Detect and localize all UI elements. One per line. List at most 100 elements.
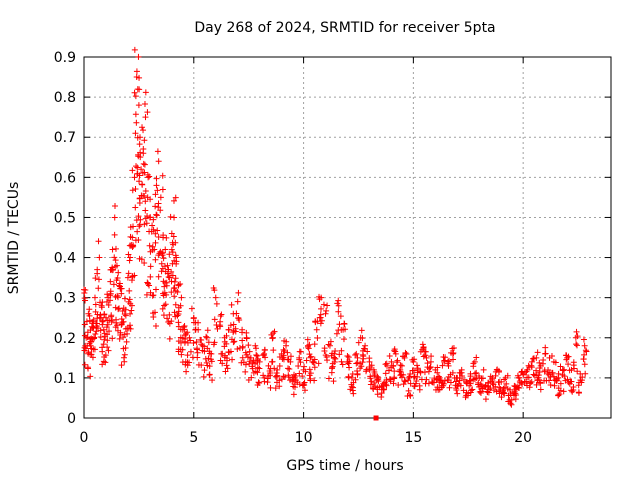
data-point bbox=[406, 373, 413, 380]
data-point bbox=[575, 389, 582, 396]
data-point bbox=[116, 335, 123, 342]
data-point bbox=[224, 365, 231, 372]
data-point bbox=[397, 362, 404, 369]
data-point bbox=[171, 284, 178, 291]
data-point bbox=[421, 348, 428, 355]
data-point bbox=[409, 356, 416, 363]
data-point bbox=[166, 335, 173, 342]
data-point bbox=[204, 327, 211, 334]
data-point bbox=[331, 354, 338, 361]
data-point bbox=[95, 238, 102, 245]
data-point bbox=[198, 362, 205, 369]
data-point bbox=[202, 355, 209, 362]
data-point bbox=[484, 383, 491, 390]
data-point bbox=[140, 160, 147, 167]
data-point bbox=[285, 372, 292, 379]
data-point bbox=[120, 345, 127, 352]
data-point bbox=[276, 377, 283, 384]
data-point bbox=[109, 246, 116, 253]
data-point bbox=[160, 255, 167, 262]
data-point bbox=[307, 370, 314, 377]
data-point bbox=[145, 280, 152, 287]
data-point bbox=[471, 358, 478, 365]
data-point bbox=[582, 347, 589, 354]
data-point bbox=[190, 340, 197, 347]
data-point bbox=[113, 262, 120, 269]
data-point bbox=[271, 328, 278, 335]
data-point bbox=[327, 338, 334, 345]
y-tick-label: 0 bbox=[67, 411, 76, 427]
data-point bbox=[484, 389, 491, 396]
data-point bbox=[124, 274, 131, 281]
data-point bbox=[570, 362, 577, 369]
data-point bbox=[545, 371, 552, 378]
data-point bbox=[142, 114, 149, 121]
data-point bbox=[81, 289, 88, 296]
data-point bbox=[131, 272, 138, 279]
data-point bbox=[457, 369, 464, 376]
data-point bbox=[301, 387, 308, 394]
data-point bbox=[135, 53, 142, 60]
data-point bbox=[470, 363, 477, 370]
data-point bbox=[244, 353, 251, 360]
data-point bbox=[119, 319, 126, 326]
data-point bbox=[82, 286, 89, 293]
data-point bbox=[496, 378, 503, 385]
data-point bbox=[297, 348, 304, 355]
data-point bbox=[188, 305, 195, 312]
data-point bbox=[170, 233, 177, 240]
data-point bbox=[99, 344, 106, 351]
data-point bbox=[398, 362, 405, 369]
data-point bbox=[560, 388, 567, 395]
data-point bbox=[141, 169, 148, 176]
data-point bbox=[152, 230, 159, 237]
data-point bbox=[81, 361, 88, 368]
data-point bbox=[492, 383, 499, 390]
data-point bbox=[163, 291, 170, 298]
data-point bbox=[318, 317, 325, 324]
data-point bbox=[503, 380, 510, 387]
data-point bbox=[126, 257, 133, 264]
data-point bbox=[536, 359, 543, 366]
data-point bbox=[193, 346, 200, 353]
data-point bbox=[125, 251, 132, 258]
data-point bbox=[142, 188, 149, 195]
data-point bbox=[530, 371, 537, 378]
data-point bbox=[290, 376, 297, 383]
data-point bbox=[255, 379, 262, 386]
data-point bbox=[162, 301, 169, 308]
data-point bbox=[90, 324, 97, 331]
data-point bbox=[528, 364, 535, 371]
data-point bbox=[229, 356, 236, 363]
data-point bbox=[151, 246, 158, 253]
data-point bbox=[514, 384, 521, 391]
data-point bbox=[239, 354, 246, 361]
data-point bbox=[471, 370, 478, 377]
data-point bbox=[206, 350, 213, 357]
data-point bbox=[469, 386, 476, 393]
data-point bbox=[89, 354, 96, 361]
data-point bbox=[150, 216, 157, 223]
data-point bbox=[534, 349, 541, 356]
data-point bbox=[136, 195, 143, 202]
data-point bbox=[559, 367, 566, 374]
y-tick-label: 0.8 bbox=[54, 90, 76, 106]
data-point bbox=[168, 230, 175, 237]
data-point bbox=[153, 182, 160, 189]
data-point bbox=[477, 389, 484, 396]
data-point bbox=[167, 213, 174, 220]
data-point bbox=[159, 305, 166, 312]
data-point bbox=[307, 354, 314, 361]
data-point bbox=[425, 380, 432, 387]
data-point bbox=[335, 308, 342, 315]
data-point bbox=[172, 239, 179, 246]
y-tick-label: 0.4 bbox=[54, 251, 76, 267]
data-point bbox=[105, 302, 112, 309]
data-point bbox=[409, 367, 416, 374]
data-point bbox=[205, 339, 212, 346]
data-point bbox=[297, 359, 304, 366]
data-point bbox=[470, 376, 477, 383]
data-point bbox=[311, 341, 318, 348]
data-point bbox=[107, 288, 114, 295]
